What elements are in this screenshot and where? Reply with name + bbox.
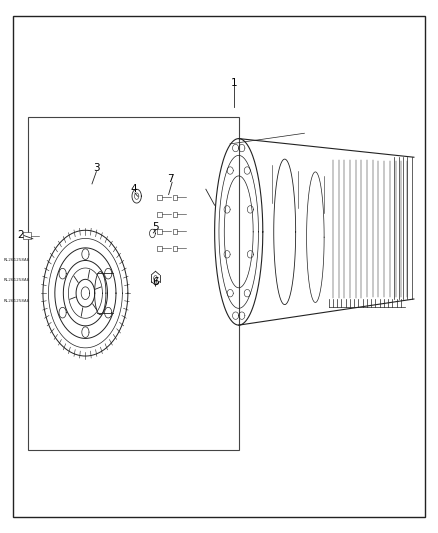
Bar (23, 232, 31, 239)
Text: 2: 2 (18, 230, 25, 239)
Bar (157, 212, 162, 217)
Bar (28, 117, 239, 450)
Text: 4: 4 (130, 184, 137, 194)
Text: 7: 7 (167, 174, 174, 183)
Text: RL261258AA: RL261258AA (4, 298, 30, 303)
Bar (173, 246, 177, 251)
Text: 3: 3 (93, 163, 100, 173)
Bar (173, 195, 177, 200)
Bar (173, 229, 177, 234)
Bar (157, 229, 162, 234)
Text: 6: 6 (152, 278, 159, 287)
Text: RL261258AA: RL261258AA (4, 258, 30, 262)
Text: RL261258AA: RL261258AA (4, 278, 30, 282)
Bar (173, 212, 177, 217)
Bar (157, 195, 162, 200)
Text: 1: 1 (231, 78, 238, 87)
Bar (157, 246, 162, 251)
Text: 5: 5 (152, 222, 159, 231)
